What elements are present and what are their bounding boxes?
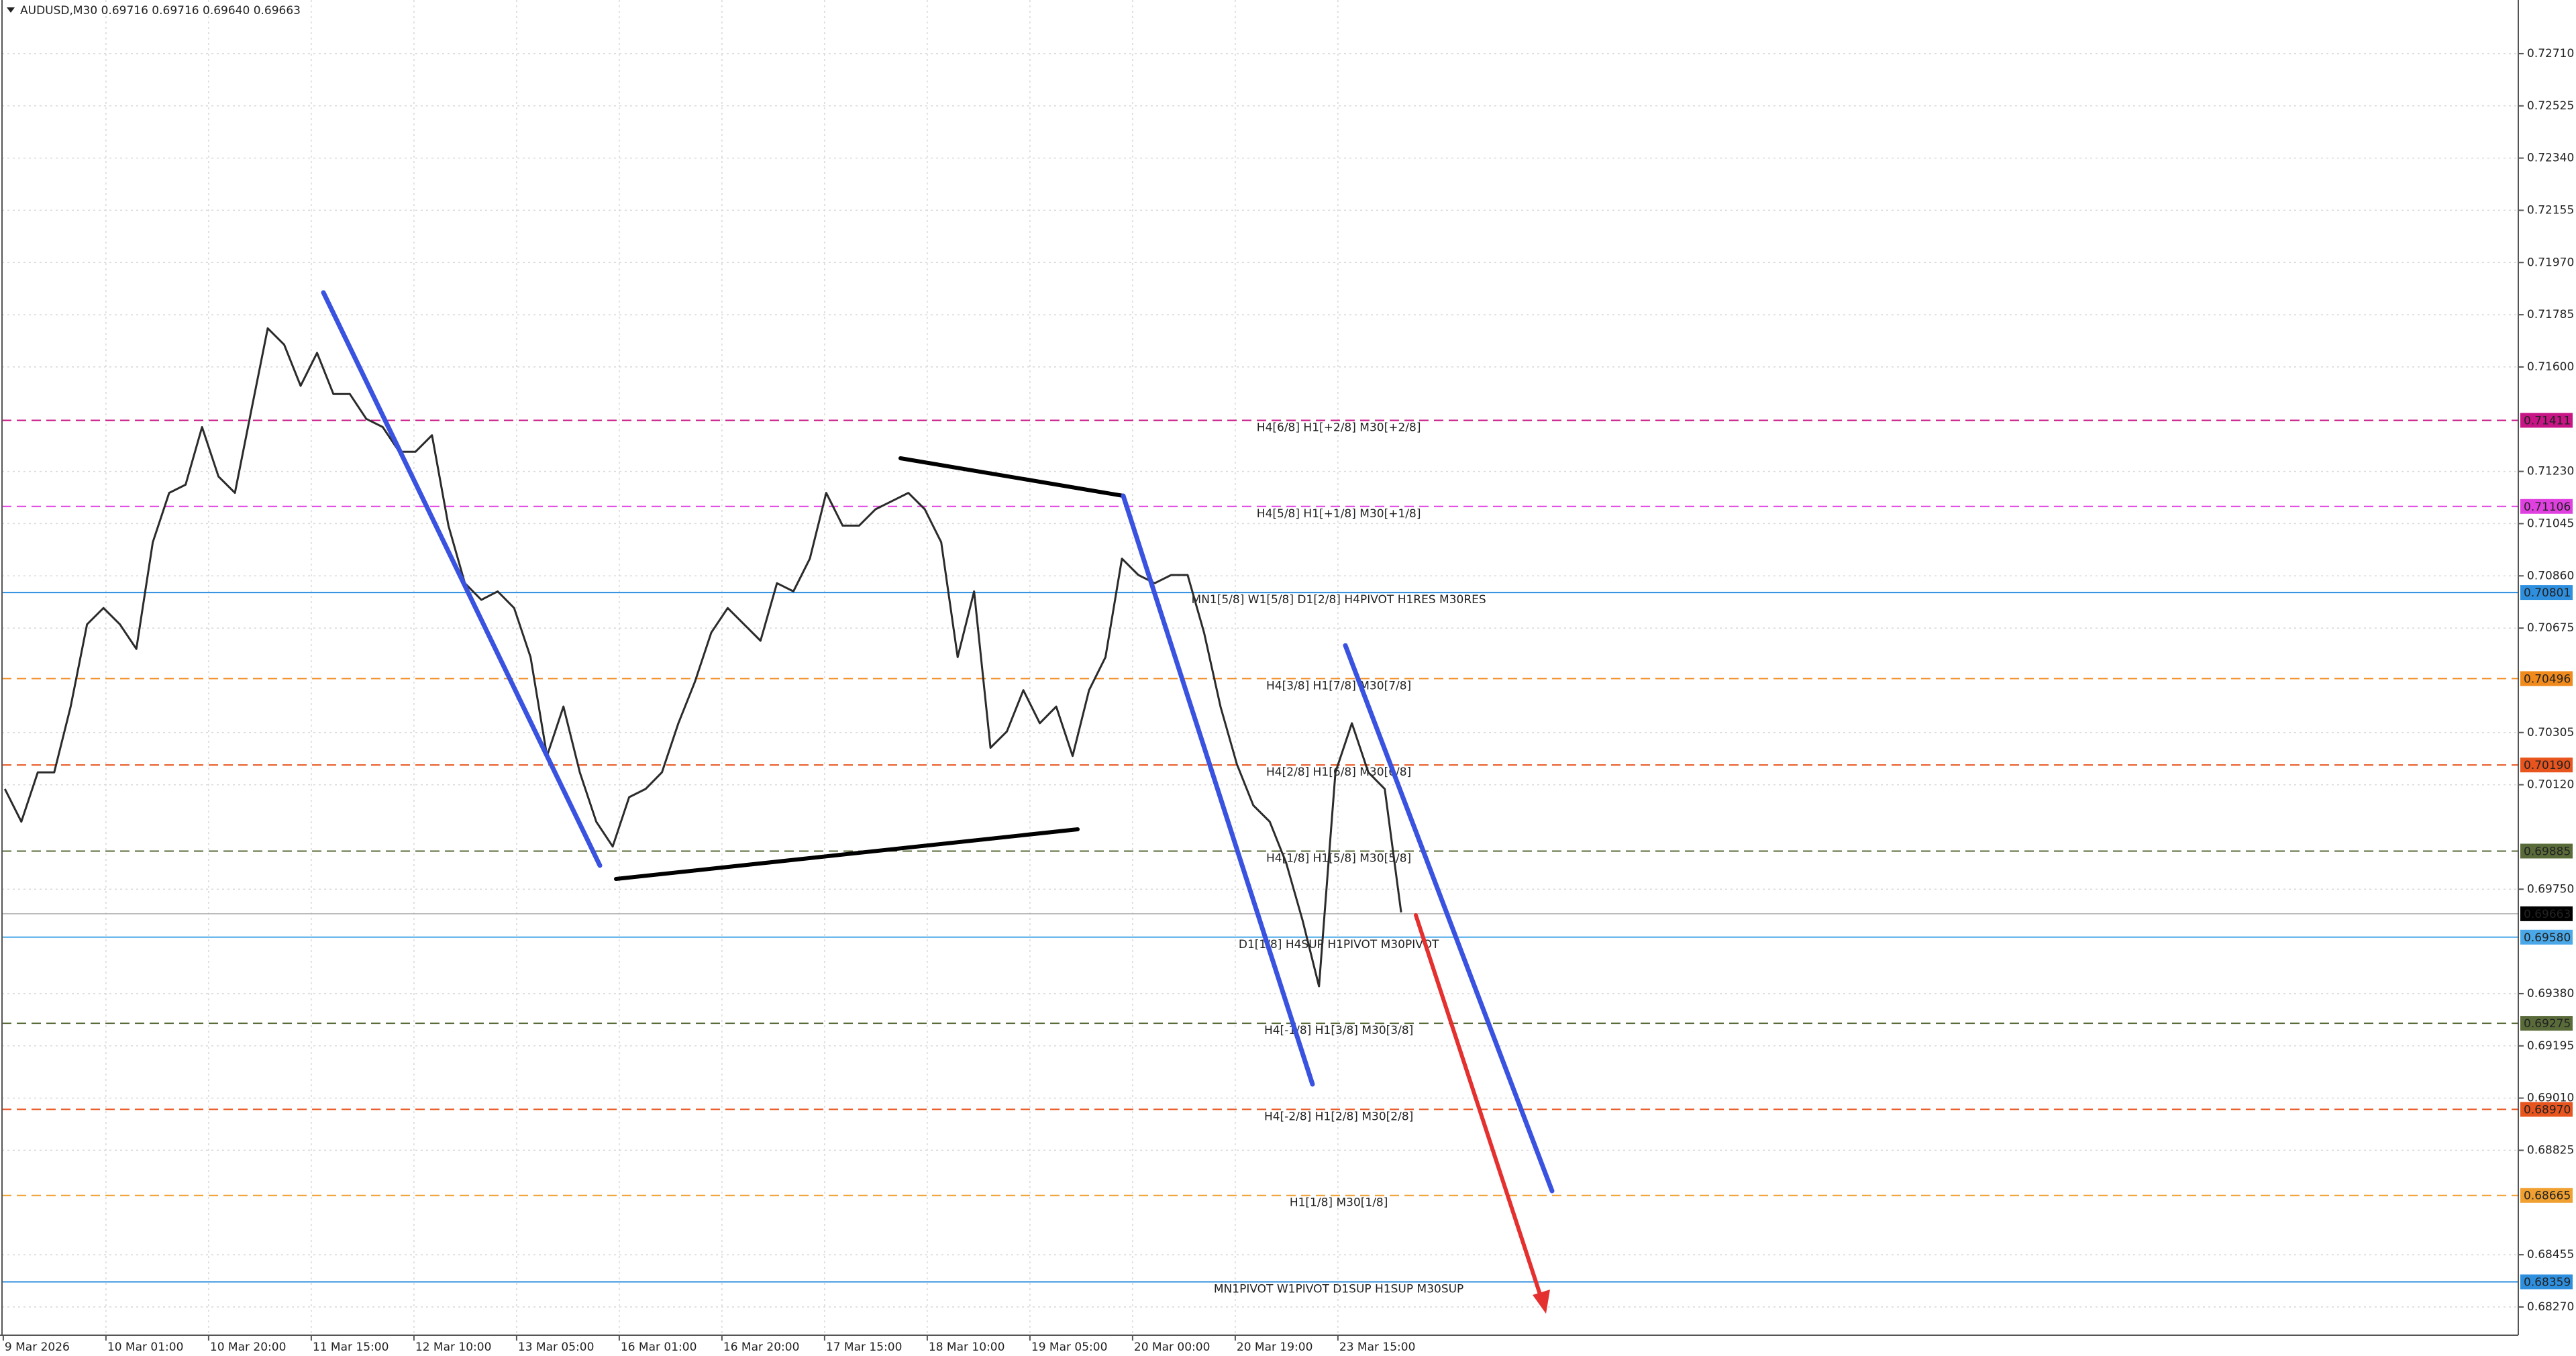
level-price-label: 0.69275 — [2524, 1017, 2571, 1031]
level-price-label: 0.71411 — [2524, 414, 2571, 427]
level-price-box — [2520, 1102, 2573, 1117]
level-price-label: 0.71106 — [2524, 501, 2571, 514]
level-price-label: 0.70496 — [2524, 672, 2571, 686]
level-text: H1[1/8] M30[1/8] — [1290, 1196, 1388, 1210]
level-text: H4[-1/8] H1[3/8] M30[3/8] — [1264, 1024, 1413, 1037]
price-layer — [3, 327, 1402, 988]
chart-title: AUDUSD,M30 0.69716 0.69716 0.69640 0.696… — [20, 4, 301, 17]
x-tick-label: 10 Mar 01:00 — [107, 1341, 184, 1354]
x-tick-label: 20 Mar 00:00 — [1134, 1341, 1210, 1354]
axis-labels: 0.72710 0.72525 0.72340 0.72155 0.71970 0.717… — [2, 47, 2574, 1354]
x-tick-label: 23 Mar 15:00 — [1339, 1341, 1416, 1354]
x-tick-label: 19 Mar 05:00 — [1031, 1341, 1108, 1354]
y-tick-label: 0.72340 — [2527, 152, 2574, 165]
y-tick-label: 0.69750 — [2527, 882, 2574, 896]
x-tick-label: 17 Mar 15:00 — [826, 1341, 903, 1354]
x-tick-label: 10 Mar 20:00 — [210, 1341, 287, 1354]
trend-line — [898, 456, 1125, 498]
level-price-box — [2520, 499, 2573, 514]
y-tick-label: 0.71600 — [2527, 360, 2574, 374]
trend-line — [614, 827, 1080, 881]
x-tick-label: 13 Mar 05:00 — [518, 1341, 595, 1354]
level-price-box — [2520, 758, 2573, 773]
level-text: MN1PIVOT W1PIVOT D1SUP H1SUP M30SUP — [1214, 1282, 1463, 1296]
y-tick-label: 0.71785 — [2527, 308, 2574, 321]
menu-triangle — [7, 7, 15, 13]
y-tick-label: 0.71045 — [2527, 517, 2574, 530]
levels: H4[6/8] H1[+2/8] M30[+2/8] 0.71411 H4[5/8]… — [2, 413, 2573, 1296]
level-text: H4[6/8] H1[+2/8] M30[+2/8] — [1257, 421, 1421, 434]
level-price-label: 0.70801 — [2524, 586, 2571, 600]
y-tick-label: 0.68825 — [2527, 1143, 2574, 1157]
forecast-arrow — [1414, 913, 1544, 1302]
arrow-head — [1533, 1290, 1550, 1314]
last-price-box — [2520, 906, 2573, 921]
level-price-box — [2520, 1188, 2573, 1203]
level-text: H4[2/8] H1[6/8] M30[6/8] — [1266, 766, 1411, 779]
y-tick-label: 0.72155 — [2527, 203, 2574, 217]
x-tick-label: 16 Mar 01:00 — [621, 1341, 697, 1354]
y-tick-label: 0.68455 — [2527, 1248, 2574, 1261]
level-price-label: 0.70190 — [2524, 759, 2571, 772]
level-price-box — [2520, 929, 2573, 945]
y-tick-label: 0.70120 — [2527, 778, 2574, 792]
last-price-label: 0.69663 — [2524, 908, 2571, 921]
price-line — [3, 327, 1402, 988]
y-tick-label: 0.71230 — [2527, 465, 2574, 478]
level-price-label: 0.69580 — [2524, 931, 2571, 945]
level-price-label: 0.69885 — [2524, 845, 2571, 858]
y-tick-label: 0.70675 — [2527, 621, 2574, 635]
trendlines — [321, 290, 1555, 1314]
x-tick-label: 16 Mar 20:00 — [723, 1341, 800, 1354]
x-tick-label: 20 Mar 19:00 — [1237, 1341, 1313, 1354]
y-tick-label: 0.72525 — [2527, 99, 2574, 113]
level-price-label: 0.68359 — [2524, 1275, 2571, 1289]
level-text: H4[3/8] H1[7/8] M30[7/8] — [1266, 679, 1411, 692]
y-tick-label: 0.71970 — [2527, 256, 2574, 269]
x-tick-label: 9 Mar 2026 — [5, 1341, 70, 1354]
level-text: H4[-2/8] H1[2/8] M30[2/8] — [1264, 1110, 1413, 1123]
level-text: H4[5/8] H1[+1/8] M30[+1/8] — [1257, 507, 1421, 521]
level-price-box — [2520, 413, 2573, 428]
x-tick-label: 11 Mar 15:00 — [313, 1341, 389, 1354]
trend-line — [321, 290, 603, 868]
x-tick-label: 12 Mar 10:00 — [415, 1341, 492, 1354]
level-text: H4[1/8] H1[5/8] M30[5/8] — [1266, 851, 1411, 865]
level-text: D1[1/8] H4SUP H1PIVOT M30PIVOT — [1239, 938, 1439, 951]
level-price-box — [2520, 1274, 2573, 1290]
level-price-box — [2520, 1016, 2573, 1031]
level-price-box — [2520, 671, 2573, 686]
y-tick-label: 0.69380 — [2527, 987, 2574, 1000]
grid — [2, 0, 2518, 1335]
trend-line — [1121, 493, 1315, 1087]
y-tick-label: 0.70860 — [2527, 569, 2574, 582]
level-price-box — [2520, 843, 2573, 859]
y-tick-label: 0.68270 — [2527, 1300, 2574, 1314]
y-tick-label: 0.69195 — [2527, 1039, 2574, 1053]
level-price-box — [2520, 585, 2573, 601]
y-tick-label: 0.69010 — [2527, 1092, 2574, 1105]
level-price-label: 0.68665 — [2524, 1190, 2571, 1203]
y-tick-label: 0.70305 — [2527, 726, 2574, 739]
x-tick-label: 18 Mar 10:00 — [929, 1341, 1005, 1354]
level-text: MN1[5/8] W1[5/8] D1[2/8] H4PIVOT H1RES M… — [1192, 593, 1486, 607]
y-tick-label: 0.72710 — [2527, 47, 2574, 60]
trend-line — [1343, 643, 1555, 1194]
level-price-label: 0.68970 — [2524, 1103, 2571, 1116]
